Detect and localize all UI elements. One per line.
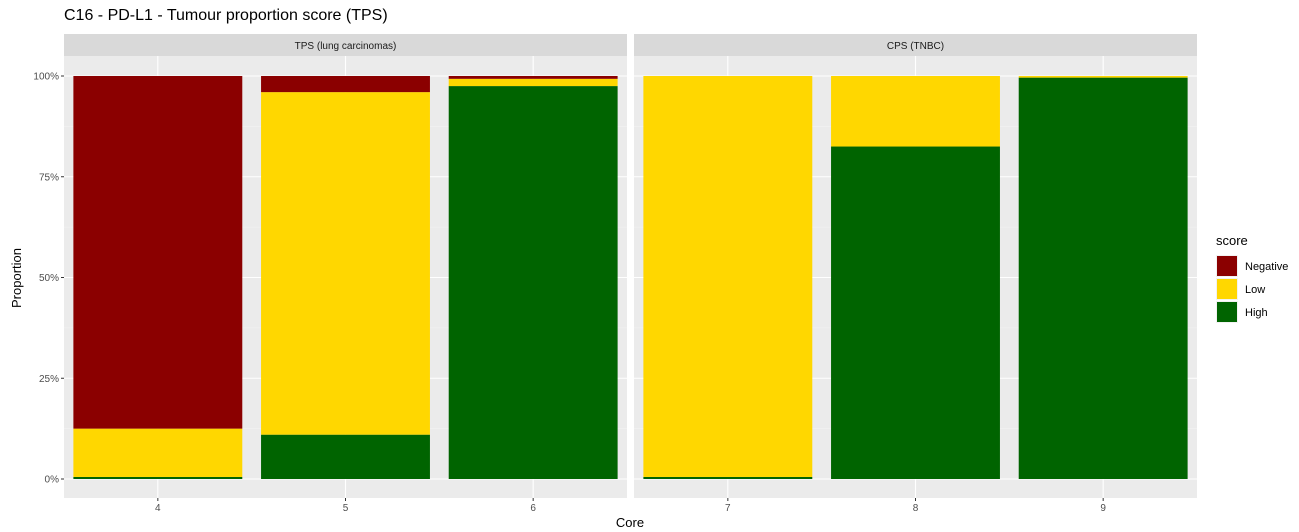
bar-segment-high-core-4: [73, 476, 243, 479]
y-tick-label: 50%: [39, 273, 59, 284]
facet-strip: [64, 34, 627, 56]
facet-panels: TPS (lung carcinomas) 4 5 6 CPS (TNBC) 7 8 9: [64, 34, 1197, 514]
bar-segment-low-core-5: [261, 92, 430, 435]
bar-segment-low-core-4: [73, 428, 243, 477]
y-tick-label: 100%: [33, 72, 59, 83]
facet-strip: [634, 34, 1197, 56]
y-tick-label: 25%: [39, 374, 59, 385]
legend-label-high: High: [1245, 307, 1268, 319]
bar-segment-negative-core-5: [261, 76, 430, 93]
bar-segment-high-core-8: [831, 146, 1000, 479]
x-axis-title: Core: [616, 515, 644, 530]
legend-key-low: [1217, 279, 1237, 299]
bar-segment-high-core-7: [643, 476, 813, 479]
x-tick-label: 8: [913, 503, 919, 514]
y-tick-label: 0%: [45, 475, 60, 486]
bar-segment-low-core-8: [831, 76, 1000, 147]
bar-segment-low-core-6: [448, 78, 618, 87]
bar-segment-negative-core-4: [73, 76, 243, 429]
bar-segment-high-core-5: [261, 434, 430, 479]
x-tick-label: 4: [155, 503, 161, 514]
bar-segment-low-core-7: [643, 76, 813, 477]
y-tick-label: 75%: [39, 172, 59, 183]
bar-segment-high-core-6: [448, 86, 618, 479]
x-tick-label: 5: [343, 503, 349, 514]
legend-title: score: [1216, 233, 1248, 248]
chart-title: C16 - PD-L1 - Tumour proportion score (T…: [64, 7, 388, 24]
bar-segment-low-core-9: [1018, 76, 1188, 78]
facet-panel: TPS (lung carcinomas) 4 5 6: [64, 34, 627, 514]
legend: score Negative Low High: [1216, 233, 1288, 323]
x-tick-label: 6: [530, 503, 536, 514]
bar-segment-negative-core-6: [448, 76, 618, 79]
facet-panel: CPS (TNBC) 7 8 9: [634, 34, 1197, 514]
facet-strip-label: TPS (lung carcinomas): [295, 41, 397, 52]
legend-key-high: [1217, 302, 1237, 322]
facet-strip-label: CPS (TNBC): [887, 41, 944, 52]
y-axis-title: Proportion: [9, 248, 24, 308]
bar-segment-high-core-9: [1018, 77, 1188, 479]
x-tick-label: 9: [1100, 503, 1106, 514]
legend-label-low: Low: [1245, 284, 1265, 296]
y-axis: 0% 25% 50% 75% 100%: [33, 72, 64, 486]
legend-label-negative: Negative: [1245, 261, 1288, 273]
x-tick-label: 7: [725, 503, 731, 514]
legend-key-negative: [1217, 256, 1237, 276]
